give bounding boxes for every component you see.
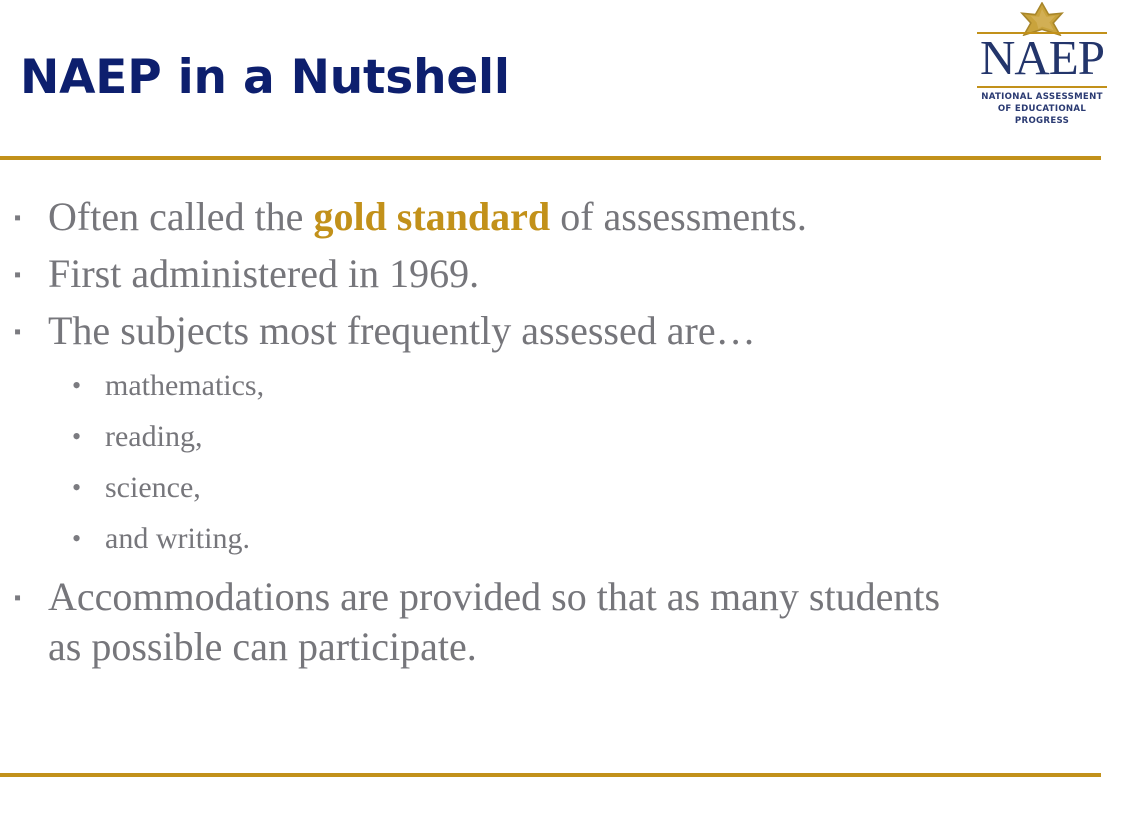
sub-bullet-text: science, <box>105 471 201 504</box>
star-icon <box>1014 1 1070 41</box>
sub-bullet-text: mathematics, <box>105 369 265 402</box>
bullet-text-line-2: as possible can participate. <box>48 624 477 669</box>
logo-rule-lower <box>977 86 1107 88</box>
sub-bullet-list: • mathematics, • reading, • science, • a… <box>48 360 1090 564</box>
content-body: ▪ Often called the gold standard of asse… <box>0 192 1090 672</box>
square-bullet-icon: ▪ <box>14 264 22 286</box>
dot-bullet-icon: • <box>72 371 82 400</box>
logo-tagline-line-2: OF EDUCATIONAL <box>997 104 1087 114</box>
page-title: NAEP in a Nutshell <box>20 50 510 105</box>
sub-bullet-text: reading, <box>105 420 203 453</box>
bullet-item-accommodations: ▪ Accommodations are provided so that as… <box>0 572 1090 672</box>
title-divider-rule <box>0 156 1101 160</box>
logo-rule-upper <box>977 32 1107 34</box>
sub-bullet-item-science: • science, <box>48 462 1090 513</box>
bullet-text: First administered in 1969. <box>48 251 480 296</box>
dot-bullet-icon: • <box>72 422 82 451</box>
logo-tagline: NATIONAL ASSESSMENT OF EDUCATIONAL PROGR… <box>975 91 1109 127</box>
logo-star-area <box>975 1 1109 37</box>
sub-bullet-item-mathematics: • mathematics, <box>48 360 1090 411</box>
bullet-text-post: of assessments. <box>550 194 807 239</box>
bullet-text-emphasis: gold standard <box>313 194 551 239</box>
sub-bullet-text: and writing. <box>105 522 250 555</box>
square-bullet-icon: ▪ <box>14 207 22 229</box>
bullet-item-subjects: ▪ The subjects most frequently assessed … <box>0 306 1090 564</box>
square-bullet-icon: ▪ <box>14 587 22 609</box>
dot-bullet-icon: • <box>72 473 82 502</box>
logo-wordmark: NAEP <box>980 30 1105 85</box>
logo-tagline-line-1: NATIONAL ASSESSMENT <box>981 92 1103 102</box>
naep-logo: NAEP NATIONAL ASSESSMENT OF EDUCATIONAL … <box>975 1 1109 134</box>
logo-tagline-line-3: PROGRESS <box>1014 116 1070 126</box>
bullet-item-gold-standard: ▪ Often called the gold standard of asse… <box>0 192 1090 242</box>
bullet-text: The subjects most frequently assessed ar… <box>48 308 756 353</box>
bullet-text-line-1: Accommodations are provided so that as m… <box>48 574 941 619</box>
bullet-text-pre: Often called the <box>48 194 314 239</box>
footer-divider-rule <box>0 773 1101 777</box>
bullet-item-first-administered: ▪ First administered in 1969. <box>0 249 1090 299</box>
dot-bullet-icon: • <box>72 524 82 553</box>
square-bullet-icon: ▪ <box>14 321 22 343</box>
bullet-list: ▪ Often called the gold standard of asse… <box>0 192 1090 672</box>
sub-bullet-item-writing: • and writing. <box>48 513 1090 564</box>
sub-bullet-item-reading: • reading, <box>48 411 1090 462</box>
